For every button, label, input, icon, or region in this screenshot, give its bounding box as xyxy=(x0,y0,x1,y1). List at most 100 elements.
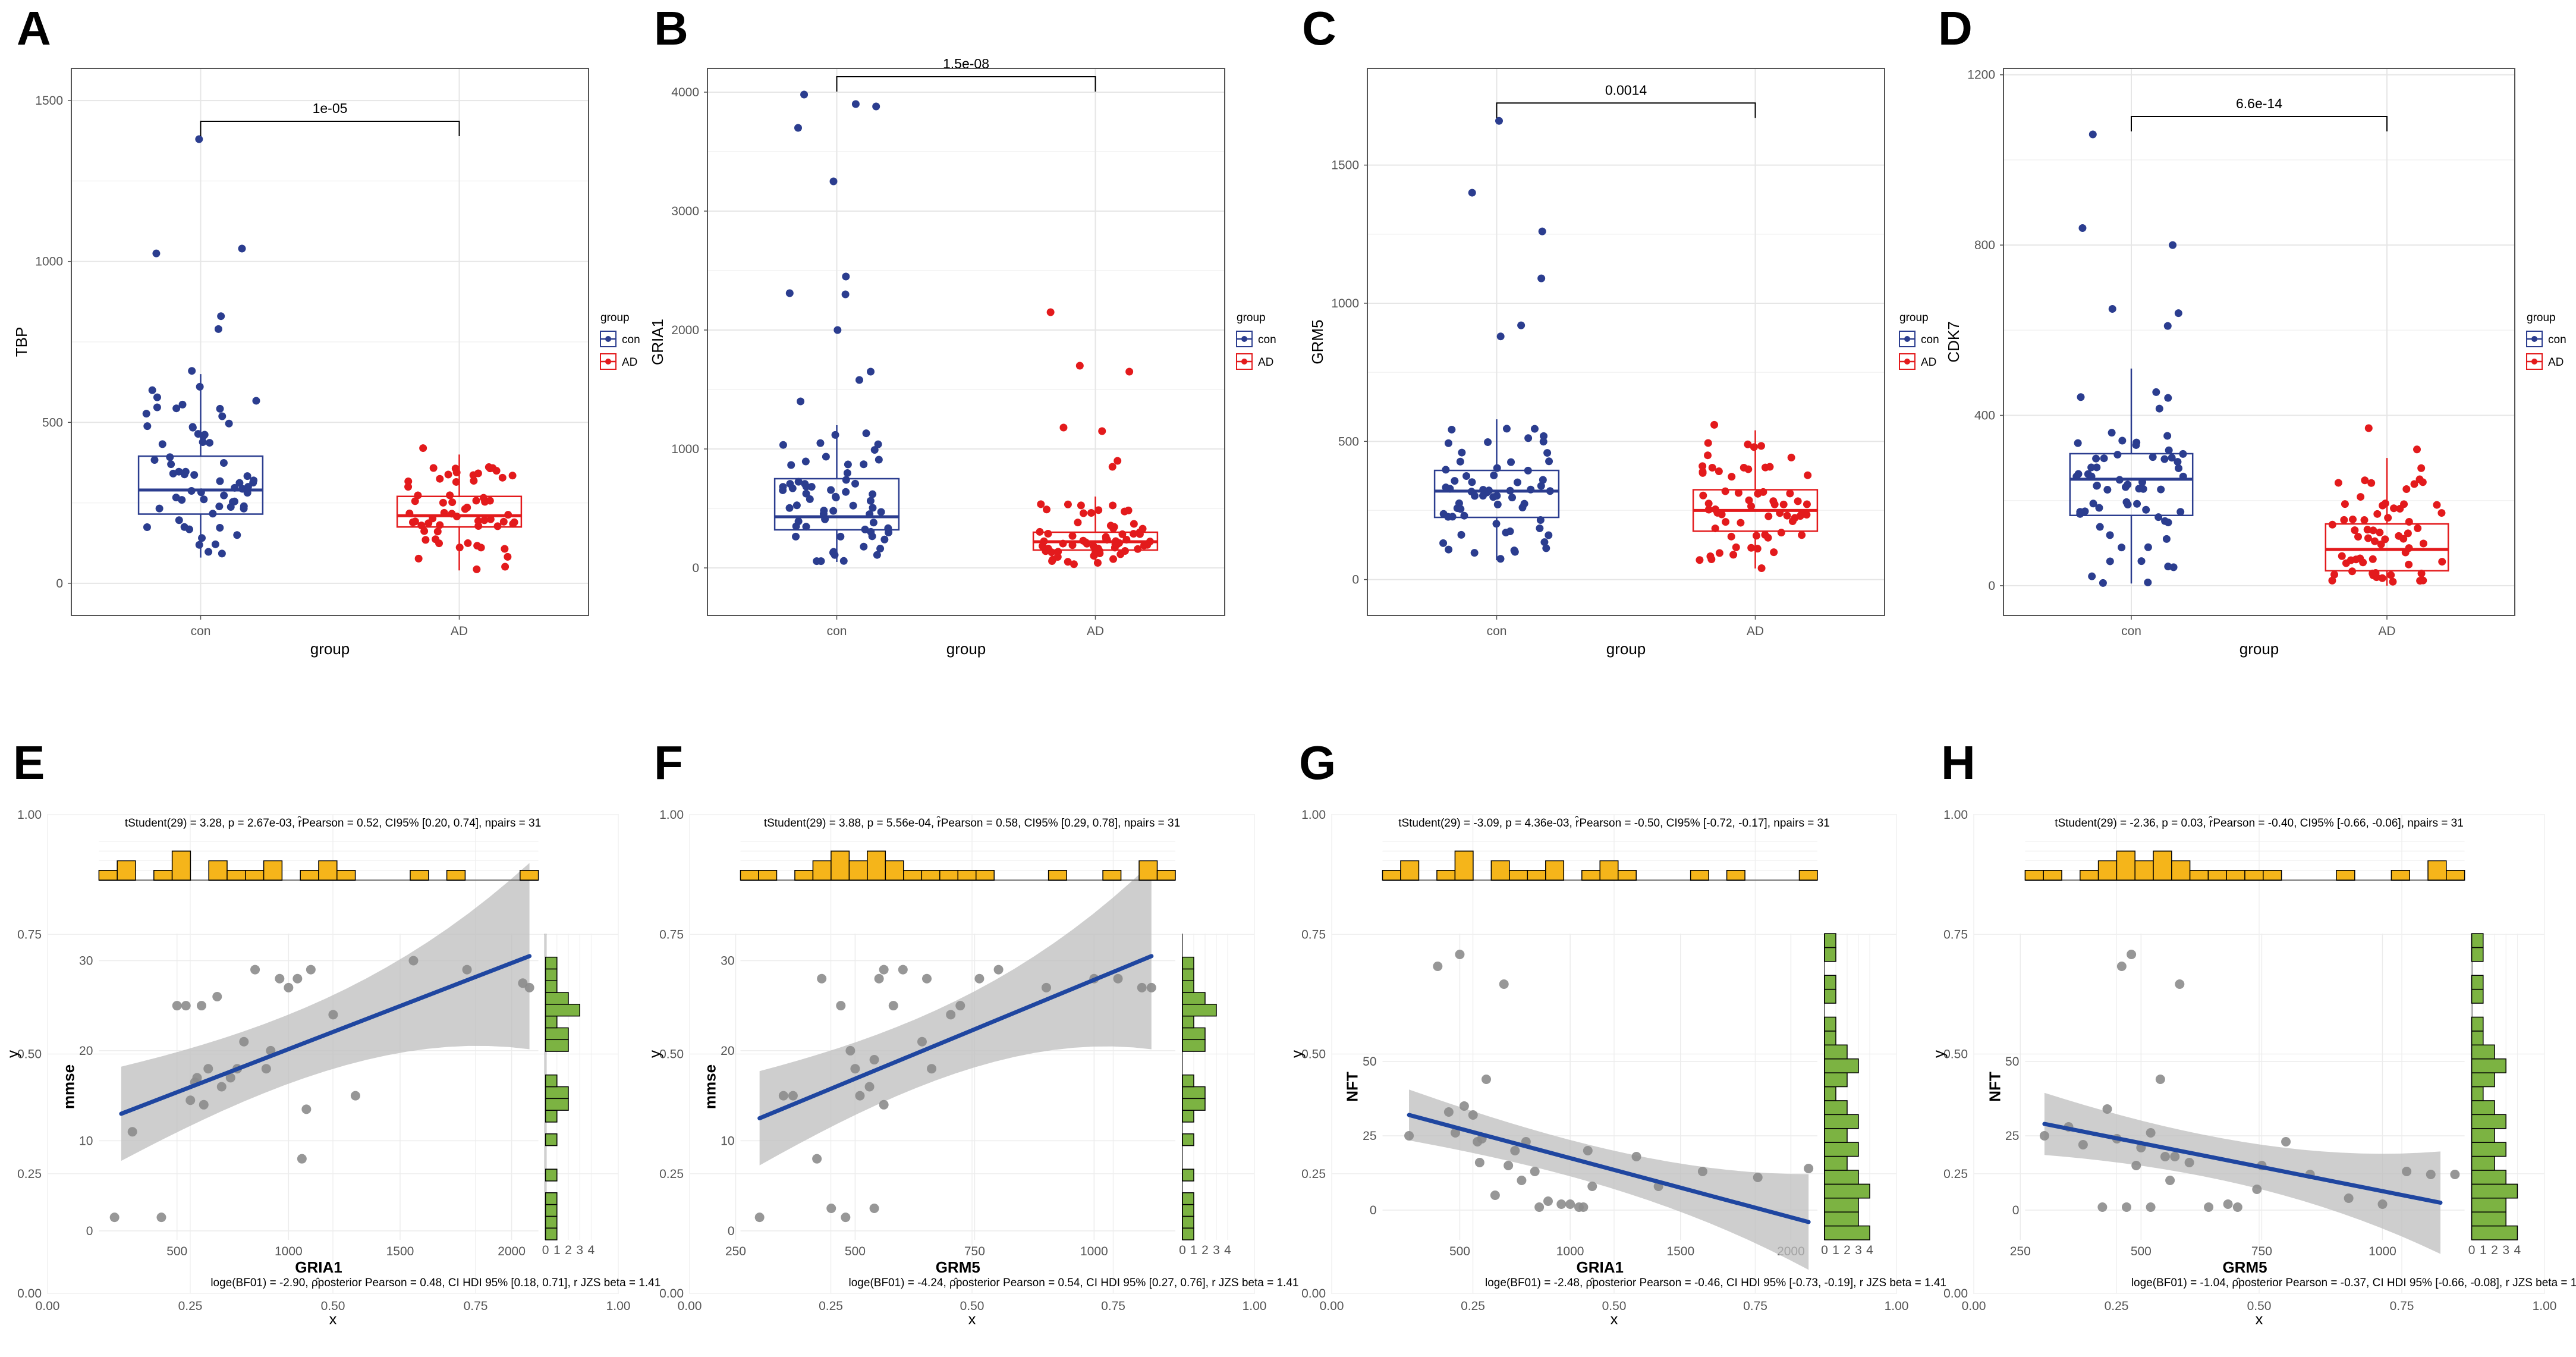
outer-y-tick-label: 0.00 xyxy=(17,1287,42,1301)
data-point xyxy=(2154,513,2163,522)
data-point xyxy=(1534,1202,1545,1212)
histogram-bar xyxy=(1182,1192,1194,1205)
data-point xyxy=(2179,472,2187,480)
histogram-bar xyxy=(812,860,832,881)
histogram-tick-label: 2 xyxy=(1844,1243,1851,1257)
data-point xyxy=(2175,979,2185,989)
box-AD xyxy=(1032,497,1159,568)
outer-y-tick-label: 0.75 xyxy=(1943,928,1968,941)
histogram-bar xyxy=(1824,1142,1859,1157)
data-point xyxy=(218,549,226,558)
box-con xyxy=(2069,368,2194,587)
data-point xyxy=(2330,570,2339,579)
data-point xyxy=(2377,540,2385,548)
scatter-points xyxy=(754,965,1156,1223)
histogram-bar xyxy=(2263,870,2282,881)
data-point xyxy=(404,483,413,491)
data-point xyxy=(2204,1202,2214,1212)
histogram-bar xyxy=(1824,1031,1836,1046)
data-point xyxy=(1732,543,1740,551)
data-point xyxy=(806,495,814,503)
y-tick-label: 1500 xyxy=(35,94,63,108)
data-point xyxy=(2092,454,2100,463)
data-point xyxy=(452,512,461,520)
data-point xyxy=(414,554,423,563)
data-point-outlier xyxy=(148,386,156,394)
data-point xyxy=(2363,526,2371,534)
data-point xyxy=(813,557,821,566)
data-point xyxy=(474,469,482,478)
data-point xyxy=(233,531,241,539)
histogram-bar xyxy=(545,1015,558,1029)
data-point xyxy=(1706,552,1715,560)
histogram-bar xyxy=(2244,870,2264,881)
histogram-tick-label: 4 xyxy=(588,1243,595,1257)
histogram-bar xyxy=(1581,870,1600,881)
data-point xyxy=(1109,555,1118,563)
data-point xyxy=(873,551,881,559)
data-point xyxy=(350,1091,360,1101)
panel-letter: E xyxy=(13,736,45,789)
data-point xyxy=(1517,1176,1527,1185)
data-point xyxy=(196,382,204,391)
x-axis-title: GRM5 xyxy=(936,1258,980,1276)
outer-y-tick-label: 0.75 xyxy=(1301,928,1326,941)
data-point xyxy=(2124,501,2132,509)
data-point xyxy=(2118,544,2126,552)
y-tick-label: 25 xyxy=(1363,1129,1376,1143)
data-point xyxy=(2334,479,2342,487)
data-point xyxy=(1803,510,1811,519)
data-point xyxy=(2146,1202,2156,1212)
data-point xyxy=(209,510,217,518)
data-point xyxy=(2108,429,2116,437)
data-point xyxy=(1455,950,1465,959)
data-point-outlier xyxy=(1468,189,1476,197)
histogram-bar xyxy=(2471,947,2484,962)
data-point xyxy=(993,965,1004,975)
histogram-bar xyxy=(1182,1168,1194,1182)
x-tick-label: 500 xyxy=(166,1245,187,1258)
data-point xyxy=(851,479,860,488)
x-tick-label: 1500 xyxy=(386,1245,414,1258)
x-axis-title: group xyxy=(1606,640,1646,658)
marginal-histogram-x xyxy=(1382,841,1818,881)
outer-y-tick-label: 0.50 xyxy=(17,1048,42,1061)
data-point xyxy=(2144,543,2152,551)
data-point xyxy=(432,535,440,544)
confidence-band xyxy=(1409,1089,1809,1270)
data-point xyxy=(439,498,447,507)
data-point xyxy=(230,497,238,505)
data-point xyxy=(2116,962,2127,971)
histogram-bar xyxy=(2471,1114,2506,1129)
data-point xyxy=(2146,1128,2156,1138)
data-point xyxy=(1796,512,1804,520)
data-point xyxy=(1048,557,1056,565)
y-tick-label: 25 xyxy=(2005,1129,2019,1143)
y-tick-label: 0 xyxy=(2012,1204,2020,1217)
histogram-bar xyxy=(740,870,759,881)
histogram-bar xyxy=(545,1133,558,1146)
outer-y-title: y xyxy=(4,1050,21,1058)
data-point xyxy=(1037,500,1045,508)
data-point xyxy=(946,1010,956,1020)
data-point xyxy=(227,502,235,511)
outer-y-tick-label: 0.25 xyxy=(659,1167,684,1181)
significance-bracket xyxy=(200,121,460,137)
y-tick-label: 50 xyxy=(1363,1055,1376,1069)
data-point xyxy=(1734,489,1743,497)
data-point-outlier xyxy=(867,367,875,376)
outer-x-tick-label: 0.25 xyxy=(819,1299,843,1313)
data-point xyxy=(2121,1202,2131,1212)
data-point xyxy=(197,1001,207,1011)
data-point xyxy=(1042,505,1050,514)
data-point xyxy=(1493,500,1502,508)
histogram-bar xyxy=(1824,1016,1836,1032)
data-point xyxy=(1757,442,1765,450)
data-point xyxy=(843,469,851,477)
x-tick-label: 750 xyxy=(2251,1245,2272,1258)
data-point xyxy=(845,1045,855,1056)
data-point xyxy=(844,460,852,469)
regression-line xyxy=(757,954,1154,1121)
histogram-bar xyxy=(1824,1044,1848,1060)
